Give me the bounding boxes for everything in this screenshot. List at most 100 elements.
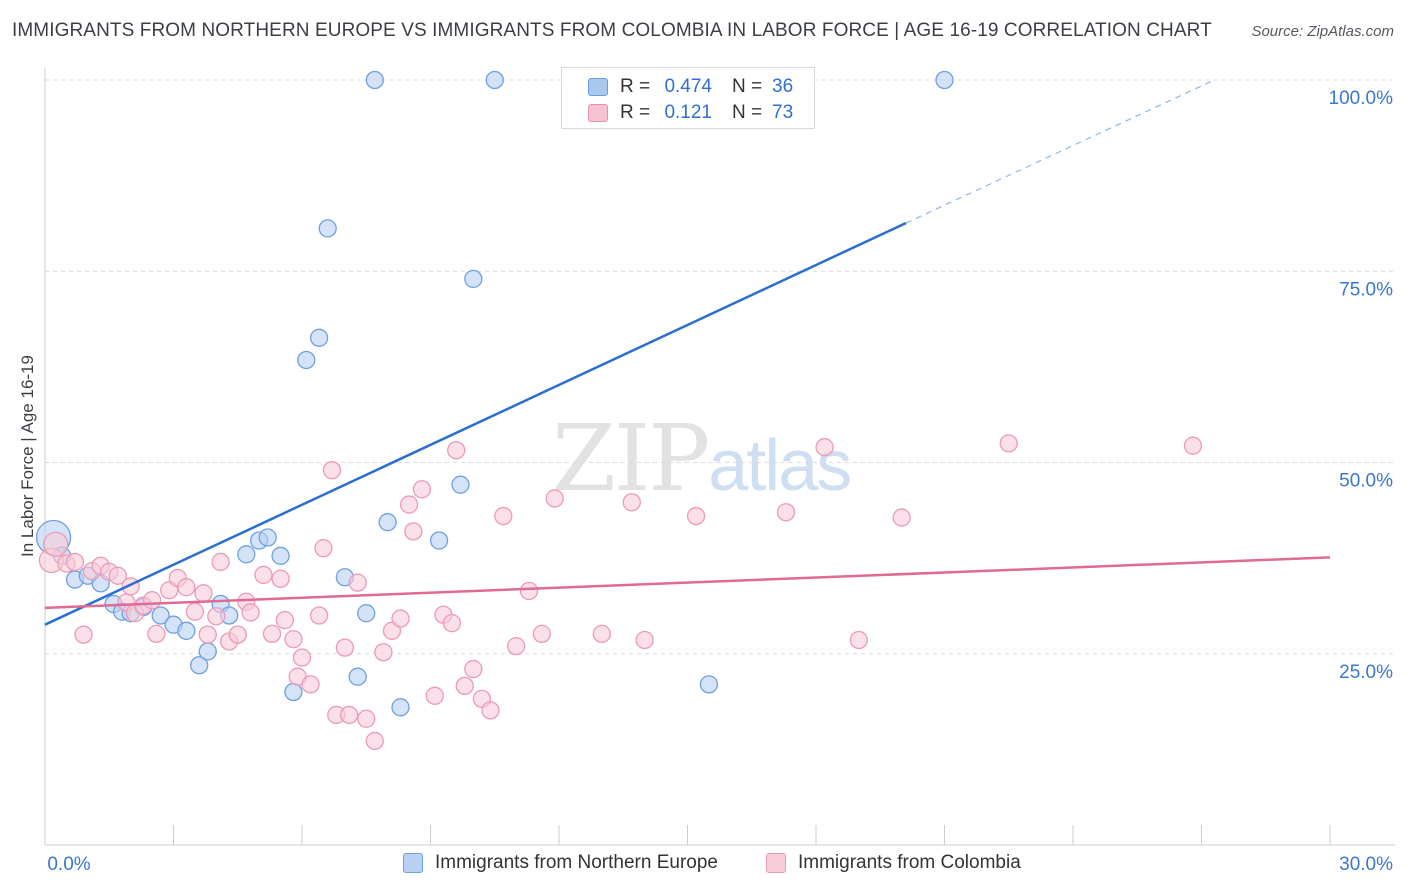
legend-swatch-northern-europe [588, 78, 608, 96]
point-northern-europe [284, 682, 303, 702]
point-colombia [1183, 436, 1203, 455]
point-colombia [545, 489, 564, 508]
point-northern-europe [258, 528, 277, 547]
bottom-legend-northern-europe[interactable]: Immigrants from Northern Europe [403, 852, 718, 874]
point-northern-europe [237, 545, 256, 564]
point-colombia [391, 609, 410, 628]
x-tick-label: 0.0% [47, 854, 90, 875]
point-colombia [357, 709, 376, 728]
point-colombia [339, 705, 359, 725]
legend-r-label: R = [620, 76, 651, 97]
stats-legend: R = 0.474 N = 36 R = 0.121 N = 73 [561, 67, 815, 129]
point-colombia [622, 493, 641, 512]
chart-title: IMMIGRANTS FROM NORTHERN EUROPE VS IMMIG… [12, 20, 1212, 41]
bottom-legend-label: Immigrants from Colombia [798, 852, 1021, 873]
legend-n-value: 73 [772, 102, 794, 123]
y-tick-label: 25.0% [1339, 662, 1393, 683]
point-colombia [241, 603, 260, 622]
point-northern-europe [378, 513, 397, 532]
legend-r-value: 0.121 [664, 102, 712, 123]
legend-n-value: 36 [772, 76, 794, 97]
point-colombia [275, 610, 295, 630]
point-colombia [322, 460, 342, 480]
legend-n-label: N = [732, 102, 763, 123]
trend-line-extension-northern-europe [905, 79, 1215, 224]
point-colombia [686, 506, 706, 526]
point-colombia [592, 624, 611, 644]
point-colombia [108, 566, 127, 585]
point-colombia [481, 701, 500, 720]
point-colombia [464, 659, 483, 679]
point-colombia [404, 522, 423, 541]
point-colombia [494, 506, 513, 526]
point-northern-europe [391, 698, 410, 717]
point-colombia [271, 569, 290, 588]
point-northern-europe [357, 604, 376, 623]
point-northern-europe [485, 70, 504, 90]
point-colombia [519, 581, 539, 601]
trend-line-colombia [44, 556, 1331, 610]
y-axis-label: In Labor Force | Age 16-19 [18, 355, 37, 557]
point-colombia [254, 565, 273, 585]
y-tick-label: 50.0% [1339, 471, 1393, 492]
point-colombia [348, 573, 367, 592]
point-colombia [177, 578, 196, 597]
point-colombia [507, 636, 526, 656]
point-colombia [147, 624, 166, 644]
point-colombia [425, 686, 444, 705]
point-colombia [228, 625, 247, 644]
bottom-legend-swatch-colombia [766, 853, 786, 873]
point-colombia [309, 606, 329, 625]
point-colombia [815, 438, 834, 457]
point-colombia [284, 630, 303, 649]
point-colombia [335, 638, 354, 657]
point-colombia [999, 434, 1018, 453]
point-colombia [262, 624, 282, 644]
point-colombia [412, 480, 432, 499]
point-colombia [301, 675, 320, 694]
point-colombia [442, 614, 462, 633]
point-colombia [43, 531, 69, 558]
point-colombia [198, 625, 217, 644]
point-colombia [532, 624, 552, 644]
point-northern-europe [348, 667, 367, 686]
legend-row-colombia: R = 0.121 N = 73 [588, 101, 793, 125]
y-tick-label: 75.0% [1339, 279, 1393, 300]
point-colombia [292, 648, 312, 667]
point-northern-europe [451, 475, 470, 494]
point-northern-europe [429, 531, 449, 550]
point-colombia [142, 591, 162, 610]
trend-line-northern-europe [44, 221, 907, 626]
point-colombia [399, 495, 419, 514]
point-colombia [892, 508, 911, 527]
point-colombia [211, 552, 230, 572]
legend-n-label: N = [732, 76, 763, 97]
point-colombia [65, 552, 85, 572]
point-colombia [74, 625, 93, 644]
point-colombia [185, 602, 205, 621]
point-colombia [314, 539, 333, 558]
source-label[interactable]: Source: ZipAtlas.com [1251, 23, 1394, 40]
point-colombia [207, 607, 226, 626]
point-colombia [455, 676, 474, 696]
x-tick-label: 30.0% [1339, 854, 1393, 875]
point-northern-europe [198, 642, 217, 661]
legend-swatch-colombia [588, 104, 608, 122]
point-colombia [447, 441, 466, 460]
point-northern-europe [190, 656, 209, 675]
legend-r-label: R = [620, 102, 651, 123]
point-colombia [365, 731, 384, 751]
point-northern-europe [309, 328, 329, 347]
point-colombia [374, 643, 393, 662]
point-northern-europe [935, 70, 954, 90]
point-northern-europe [271, 546, 290, 565]
point-colombia [776, 503, 796, 522]
point-northern-europe [464, 269, 483, 289]
legend-row-northern-europe: R = 0.474 N = 36 [588, 75, 793, 99]
y-tick-label: 100.0% [1329, 88, 1394, 109]
bottom-legend-colombia[interactable]: Immigrants from Colombia [766, 852, 1021, 874]
point-northern-europe [365, 70, 384, 90]
point-colombia [635, 630, 654, 650]
point-colombia [849, 630, 868, 650]
